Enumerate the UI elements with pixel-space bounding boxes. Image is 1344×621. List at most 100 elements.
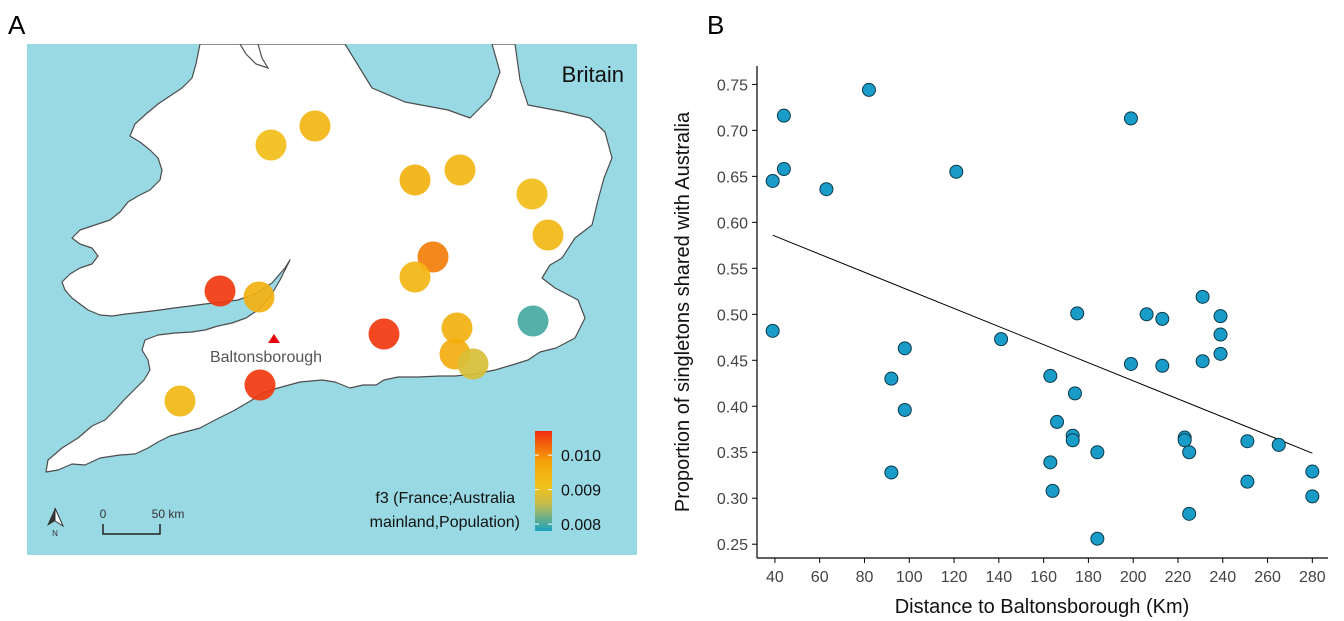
scatter-point (1090, 445, 1105, 460)
scatter-point (1177, 433, 1192, 448)
x-tick-label: 120 (941, 569, 968, 586)
scatter-point (884, 465, 899, 480)
y-tick-label: 0.40 (717, 399, 748, 416)
map-site-dot (417, 241, 449, 273)
y-axis-title: Proportion of singletons shared with Aus… (672, 111, 694, 512)
scatter-point (765, 173, 780, 188)
x-tick-label: 200 (1120, 569, 1147, 586)
legend-tick-label: 0.010 (561, 448, 601, 465)
x-tick-label: 240 (1209, 569, 1236, 586)
map-panel: Britain Baltonsborough N 0 50 km 0.0100.… (27, 44, 637, 555)
scatter-point (861, 82, 876, 97)
legend-title-line-1: f3 (France;Australia (375, 490, 515, 507)
legend-title-line-2: mainland,Population) (370, 514, 520, 531)
scatter-point (1123, 356, 1138, 371)
map-site-dot (299, 110, 331, 142)
map-site-dot (244, 369, 276, 401)
map-site-dot (532, 219, 564, 251)
x-tick-label: 260 (1254, 569, 1281, 586)
regression-line (772, 234, 1313, 454)
baltonsborough-label: Baltonsborough (210, 349, 322, 366)
scatter-point (897, 341, 912, 356)
map-site-dot (204, 275, 236, 307)
scatter-point (776, 161, 791, 176)
scatter-point (1090, 531, 1105, 546)
scatter-point (1213, 327, 1228, 342)
island-fragment (239, 44, 270, 70)
scatter-point (1305, 489, 1320, 504)
scatter-point (1065, 433, 1080, 448)
y-tick-label: 0.65 (717, 169, 748, 186)
scatter-point (994, 332, 1009, 347)
scatter-point (1043, 368, 1058, 383)
scatter-point (1213, 309, 1228, 324)
map-sites (164, 110, 564, 417)
color-legend: 0.010 0.009 0.008 f3 (France;Australia mai… (370, 431, 601, 534)
map-site-dot (243, 281, 275, 313)
x-tick-label: 160 (1030, 569, 1057, 586)
y-tick-label: 0.30 (717, 491, 748, 508)
scatter-point (1067, 386, 1082, 401)
panel-letter-a: A (8, 10, 26, 40)
y-tick-label: 0.60 (717, 215, 748, 232)
y-tick-label: 0.70 (717, 123, 748, 140)
map-site-dot (517, 305, 549, 337)
scatter-panel: 0.25 0.30 0.35 0.40 0.45 0.50 0.55 0.60 0.65 0.70… (672, 66, 1328, 618)
scatter-point (1070, 306, 1085, 321)
baltonsborough-marker (268, 334, 280, 343)
map-site-dot (164, 385, 196, 417)
scatter-point (1195, 289, 1210, 304)
y-axis-ticks: 0.25 0.30 0.35 0.40 0.45 0.50 0.55 0.60 0.65 0.70… (717, 77, 757, 554)
x-tick-label: 80 (856, 569, 874, 586)
scatter-point (884, 371, 899, 386)
x-tick-label: 40 (766, 569, 784, 586)
scatter-points (765, 82, 1320, 546)
map-site-dot (457, 348, 489, 380)
scatter-point (776, 108, 791, 123)
scatter-point (1305, 464, 1320, 479)
scatter-point (1043, 455, 1058, 470)
north-arrow-icon: N (47, 507, 65, 538)
scatter-point (1213, 346, 1228, 361)
scatter-point (1155, 311, 1170, 326)
x-tick-label: 220 (1165, 569, 1192, 586)
scatter-point (1139, 307, 1154, 322)
scatter-point (897, 402, 912, 417)
scale-end-label: 50 km (152, 507, 185, 521)
north-label: N (52, 529, 58, 538)
y-tick-label: 0.45 (717, 353, 748, 370)
scale-start-label: 0 (100, 507, 107, 521)
y-tick-label: 0.50 (717, 307, 748, 324)
scatter-point (1271, 437, 1286, 452)
y-tick-label: 0.25 (717, 537, 748, 554)
x-axis-title: Distance to Baltonsborough (Km) (895, 596, 1190, 618)
scatter-point (1045, 483, 1060, 498)
x-tick-label: 280 (1299, 569, 1326, 586)
legend-colorbar (535, 431, 552, 531)
x-tick-label: 100 (896, 569, 923, 586)
x-tick-label: 140 (985, 569, 1012, 586)
map-site-dot (441, 312, 473, 344)
legend-tick-label: 0.008 (561, 517, 601, 534)
scatter-point (819, 182, 834, 197)
map-site-dot (444, 154, 476, 186)
x-tick-label: 180 (1075, 569, 1102, 586)
map-site-dot (255, 129, 287, 161)
scatter-point (1195, 354, 1210, 369)
legend-tick-label: 0.009 (561, 483, 601, 500)
scatter-point (765, 323, 780, 338)
scatter-point (1182, 445, 1197, 460)
scatter-point (1240, 434, 1255, 449)
scatter-point (1240, 474, 1255, 489)
map-site-dot (368, 318, 400, 350)
panel-letter-b: B (707, 10, 725, 40)
map-site-dot (399, 261, 431, 293)
region-label: Britain (562, 62, 624, 87)
scatter-point (1155, 358, 1170, 373)
scatter-point (949, 164, 964, 179)
x-tick-label: 60 (811, 569, 829, 586)
x-axis-ticks: 40 60 80 100 120 140 160 180 200 220 240 260 280 (766, 558, 1326, 586)
map-site-dot (399, 164, 431, 196)
y-tick-label: 0.55 (717, 261, 748, 278)
